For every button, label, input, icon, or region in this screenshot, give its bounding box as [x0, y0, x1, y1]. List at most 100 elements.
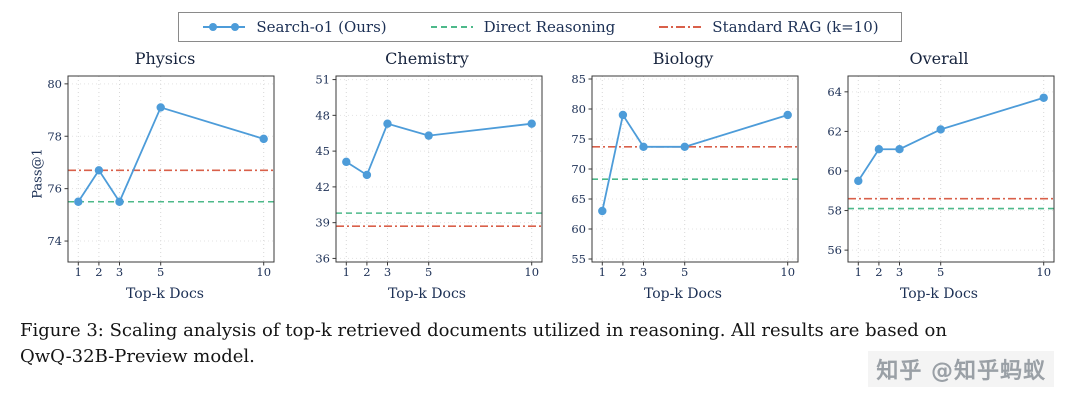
x-tick-label: 5 — [157, 265, 164, 279]
figure-3: Search-o1 (Ours) Direct Reasoning Standa… — [16, 12, 1064, 367]
y-tick-label: 39 — [315, 216, 330, 230]
marker-dot-icon — [231, 23, 240, 31]
y-tick-label: 51 — [315, 73, 330, 87]
x-tick-label: 1 — [599, 265, 606, 279]
x-tick-label: 5 — [681, 265, 688, 279]
x-tick-label: 3 — [640, 265, 647, 279]
chart-block-biology: Biology 1 2 3 5 10 55 60 65 70 75 80 85 Top-k Docs — [558, 48, 808, 304]
chart-block-overall: Overall 1 2 3 5 10 56 58 60 62 64 Top-k Docs — [814, 48, 1064, 304]
y-tick-label: 85 — [571, 72, 586, 86]
axes-frame — [847, 75, 1055, 263]
x-tick-label: 2 — [95, 265, 102, 279]
chart-title-overall: Overall — [909, 49, 969, 68]
figure-caption: Figure 3: Scaling analysis of top-k retr… — [20, 320, 947, 367]
data-point — [618, 110, 628, 120]
x-tick-label: 3 — [896, 265, 903, 279]
chart-overall: 1 2 3 5 10 56 58 60 62 64 — [827, 75, 1055, 279]
data-point — [854, 176, 863, 186]
data-point — [342, 157, 351, 167]
x-tick-label: 5 — [937, 265, 944, 279]
data-point — [895, 145, 904, 154]
y-tick-label: 80 — [47, 77, 62, 91]
y-tick-label: 78 — [47, 129, 62, 143]
y-tick-label: 62 — [827, 124, 842, 138]
x-axis-label: Top-k Docs — [900, 286, 978, 302]
legend-sample-2 — [659, 26, 702, 28]
series-line — [857, 96, 1044, 182]
x-tick-label: 10 — [256, 265, 271, 279]
legend-item-search-o1: Search-o1 (Ours) — [201, 18, 387, 36]
charts-row: Pass@1 Physics 1 2 3 5 10 74 76 78 80 Top-k Docs… — [16, 48, 1064, 304]
data-point — [1039, 93, 1048, 102]
legend: Search-o1 (Ours) Direct Reasoning Standa… — [178, 12, 902, 42]
legend-item-direct-reasoning: Direct Reasoning — [429, 18, 616, 36]
chart-title-physics: Physics — [134, 49, 196, 68]
data-point — [156, 103, 165, 112]
x-tick-label: 10 — [780, 265, 795, 279]
x-tick-label: 1 — [75, 265, 82, 279]
legend-sample-1 — [430, 26, 473, 28]
y-tick-label: 58 — [827, 204, 842, 218]
y-tick-label: 56 — [827, 243, 842, 257]
axes-frame — [67, 75, 275, 263]
y-tick-label: 65 — [571, 192, 586, 206]
axes-frame — [335, 75, 543, 263]
watermark: 知乎 @知乎蚂蚁 — [868, 351, 1054, 387]
x-tick-label: 1 — [855, 265, 862, 279]
data-point — [259, 134, 268, 144]
data-point — [94, 166, 104, 175]
data-point — [115, 197, 124, 206]
x-tick-label: 2 — [619, 265, 626, 279]
y-tick-label: 60 — [571, 222, 586, 236]
chart-chemistry: 1 2 3 5 10 36 39 42 45 48 51 — [315, 73, 543, 279]
x-axis-label: Top-k Docs — [388, 286, 466, 302]
series-line — [601, 112, 788, 212]
x-tick-label: 1 — [343, 265, 350, 279]
x-axis-label: Top-k Docs — [126, 286, 204, 302]
y-tick-label: 75 — [571, 132, 586, 146]
chart-biology: 1 2 3 5 10 55 60 65 70 75 80 85 — [571, 72, 799, 279]
data-point — [74, 197, 83, 206]
chart-physics: 1 2 3 5 10 74 76 78 80 — [47, 75, 275, 279]
x-tick-label: 10 — [524, 265, 539, 279]
chart-title-chemistry: Chemistry — [385, 49, 469, 68]
x-tick-label: 5 — [425, 265, 432, 279]
x-tick-label: 2 — [363, 265, 370, 279]
data-point — [680, 142, 689, 151]
chart-block-physics: Pass@1 Physics 1 2 3 5 10 74 76 78 80 Top-k Docs — [16, 48, 296, 304]
y-tick-label: 55 — [571, 252, 586, 266]
legend-sample-0 — [203, 23, 246, 31]
data-point — [783, 110, 792, 120]
y-tick-label: 74 — [47, 234, 62, 248]
chart-title-biology: Biology — [652, 49, 714, 68]
data-point — [383, 119, 392, 128]
x-tick-label: 2 — [875, 265, 882, 279]
x-axis-label: Top-k Docs — [644, 286, 722, 302]
data-point — [874, 145, 884, 154]
y-tick-label: 64 — [827, 85, 842, 99]
data-point — [424, 131, 433, 140]
data-point — [936, 125, 945, 134]
y-tick-label: 76 — [47, 182, 62, 196]
series-line — [345, 122, 532, 177]
y-tick-label: 80 — [571, 102, 586, 116]
chart-block-chemistry: Chemistry 1 2 3 5 10 36 39 42 45 48 51 Top-k Docs — [302, 48, 552, 304]
y-tick-label: 48 — [315, 108, 330, 122]
legend-label: Search-o1 (Ours) — [256, 18, 387, 36]
series-line — [77, 106, 264, 204]
y-tick-label: 70 — [571, 162, 586, 176]
x-tick-label: 3 — [384, 265, 391, 279]
x-tick-label: 10 — [1036, 265, 1051, 279]
legend-label: Direct Reasoning — [483, 18, 616, 36]
marker-dot-icon — [209, 23, 218, 31]
data-point — [598, 206, 607, 216]
data-point — [639, 142, 648, 151]
legend-label: Standard RAG (k=10) — [712, 18, 879, 36]
legend-item-standard-rag: Standard RAG (k=10) — [657, 18, 879, 36]
x-tick-label: 3 — [116, 265, 123, 279]
y-axis-label: Pass@1 — [30, 148, 46, 199]
y-tick-label: 42 — [315, 180, 330, 194]
data-point — [362, 170, 372, 180]
y-tick-label: 36 — [315, 251, 330, 265]
data-point — [527, 119, 536, 128]
